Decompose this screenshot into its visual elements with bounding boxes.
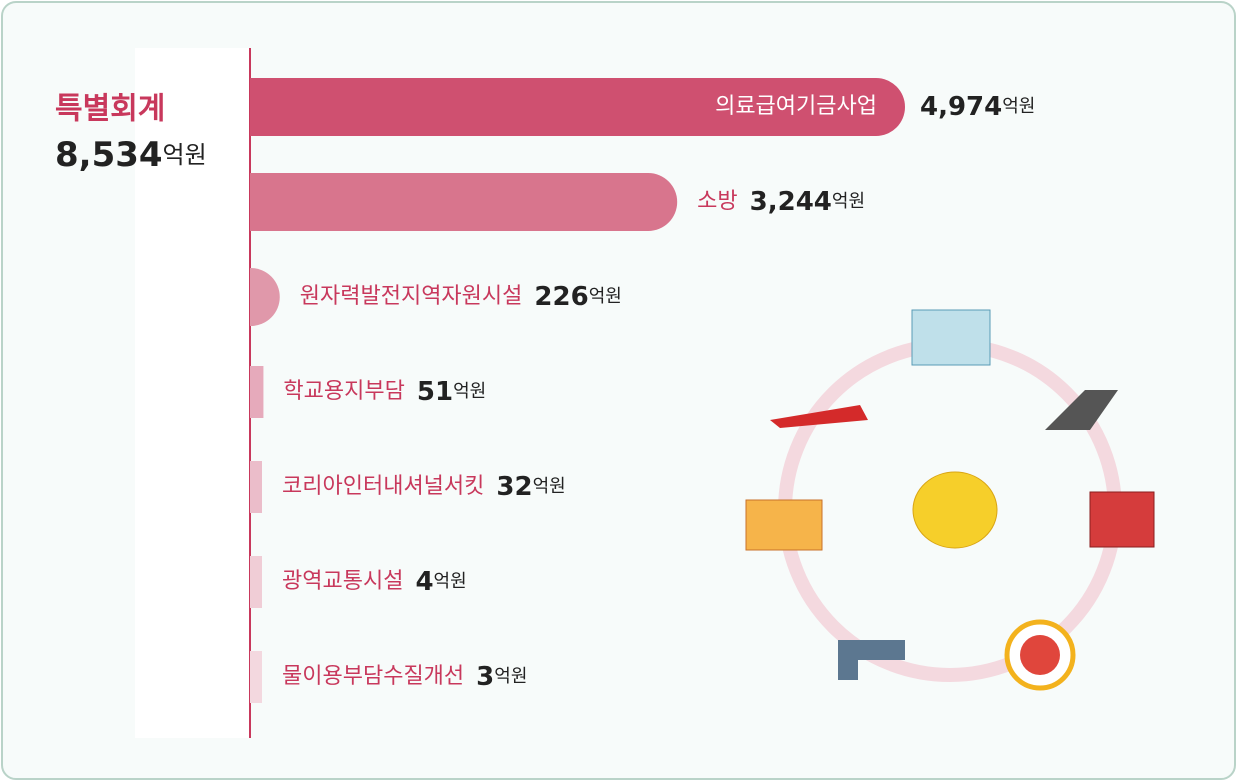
bar xyxy=(250,651,262,703)
money-bag-icon xyxy=(912,471,998,549)
category-label: 원자력발전지역자원시설 xyxy=(300,284,523,309)
radiation-core xyxy=(1020,635,1060,675)
total-value: 8,534 xyxy=(55,135,163,175)
bar xyxy=(250,268,280,326)
category-label: 코리아인터내셔널서킷 xyxy=(282,474,484,499)
value: 3 xyxy=(476,662,494,692)
faucet-icon xyxy=(838,640,905,680)
unit: 억원 xyxy=(832,191,865,212)
panel xyxy=(135,48,250,738)
hospital-icon xyxy=(911,309,991,366)
unit: 억원 xyxy=(1002,96,1035,117)
total: 8,534억원 xyxy=(55,135,207,175)
row-label: 원자력발전지역자원시설 226억원 xyxy=(300,282,622,312)
unit: 억원 xyxy=(434,571,467,592)
category-label: 학교용지부담 xyxy=(283,379,404,404)
bar xyxy=(250,366,264,418)
value: 51 xyxy=(417,377,453,407)
title: 특별회계 xyxy=(55,92,165,127)
row-label: 광역교통시설 4억원 xyxy=(282,567,467,597)
bar xyxy=(250,461,262,513)
car-icon xyxy=(770,405,868,428)
row-label: 코리아인터내셔널서킷 32억원 xyxy=(282,472,566,502)
value: 4,974 xyxy=(920,92,1002,122)
school-icon xyxy=(745,499,823,551)
row-label: 학교용지부담 51억원 xyxy=(283,377,486,407)
row-label: 물이용부담수질개선 3억원 xyxy=(282,662,527,692)
firetruck-icon xyxy=(1089,491,1155,548)
bar xyxy=(250,78,905,136)
bar xyxy=(250,556,262,608)
category-label: 의료급여기금사업 xyxy=(715,94,877,119)
illustration xyxy=(745,309,1155,691)
value: 32 xyxy=(496,472,532,502)
unit: 억원 xyxy=(453,381,486,402)
value-label: 4,974억원 xyxy=(920,92,1035,122)
category-label: 물이용부담수질개선 xyxy=(282,664,464,689)
bar xyxy=(250,173,678,231)
unit: 억원 xyxy=(589,286,622,307)
unit: 억원 xyxy=(533,476,566,497)
value: 4 xyxy=(415,567,433,597)
unit: 억원 xyxy=(494,666,527,687)
value: 3,244 xyxy=(750,187,832,217)
value: 226 xyxy=(534,282,588,312)
category-label: 광역교통시설 xyxy=(282,569,403,594)
row-label: 소방 3,244억원 xyxy=(697,187,865,217)
category-label: 소방 xyxy=(697,189,737,214)
road-icon xyxy=(1045,390,1118,430)
total-unit: 억원 xyxy=(163,141,207,169)
